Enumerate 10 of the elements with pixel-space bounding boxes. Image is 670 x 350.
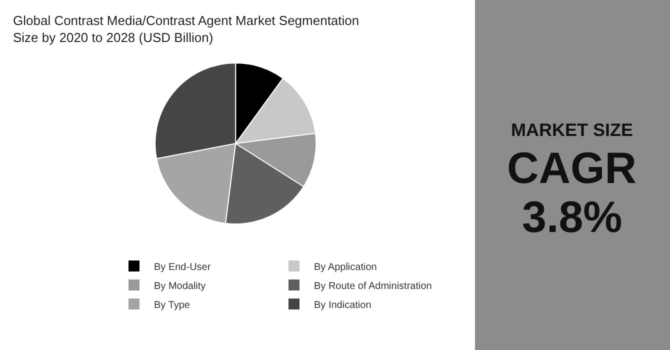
legend-label: By Modality: [154, 280, 206, 292]
text: 3.8%: [522, 193, 622, 242]
legend-label: By Route of Administration: [314, 280, 432, 292]
text: MARKET SIZE: [511, 120, 634, 140]
text: CAGR: [507, 144, 637, 193]
legend-label: By End-User: [154, 262, 212, 273]
legend-label: By Indication: [314, 300, 372, 311]
legend-label: By Type: [154, 300, 190, 311]
chart-title: Global Contrast Media/Contrast Agent Market Segmentation Size by 2020 to 2028 (USD Billion): [13, 13, 360, 45]
legend-label: By Application: [314, 262, 377, 273]
